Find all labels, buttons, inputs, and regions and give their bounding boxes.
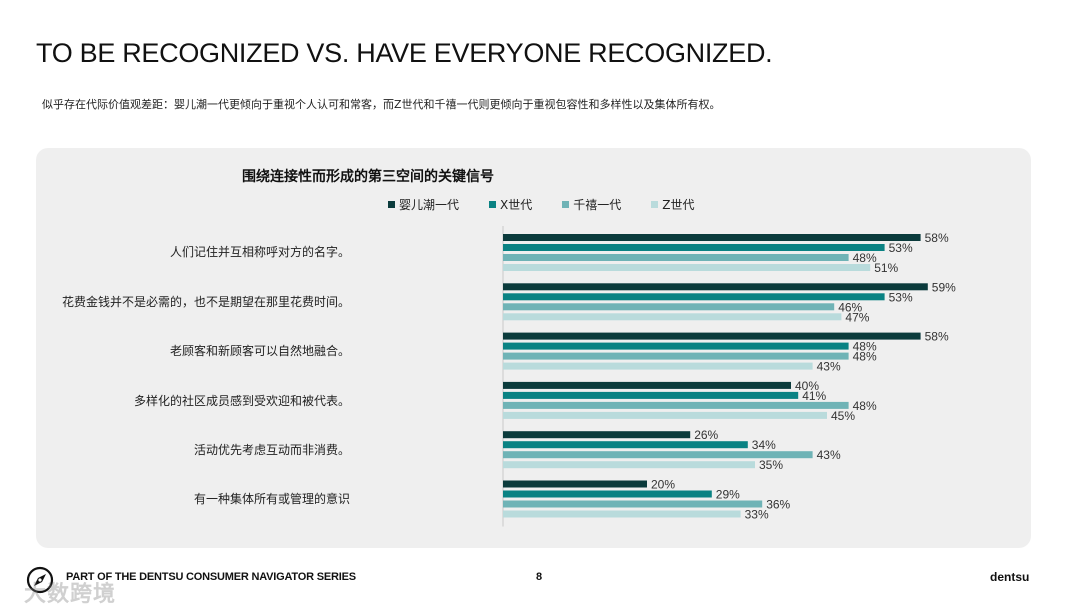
data-label: 33%: [745, 508, 769, 522]
page-title: TO BE RECOGNIZED VS. HAVE EVERYONE RECOG…: [36, 38, 773, 68]
data-label: 34%: [752, 438, 776, 452]
data-label: 41%: [802, 389, 826, 403]
bar: [503, 332, 921, 340]
bar: [503, 401, 849, 409]
bar: [503, 342, 849, 350]
bar: [503, 431, 691, 439]
legend-label: Z世代: [662, 197, 695, 212]
chart-legend: 婴儿潮一代 X世代 千禧一代 Z世代: [388, 196, 695, 212]
bar: [503, 451, 813, 459]
data-label: 48%: [853, 350, 877, 364]
data-label: 43%: [817, 360, 841, 374]
bar: [503, 391, 799, 399]
data-label: 47%: [845, 310, 869, 324]
data-label: 20%: [651, 478, 675, 492]
data-label: 45%: [831, 409, 855, 423]
legend-label: 千禧一代: [573, 197, 622, 212]
page-number: 8: [536, 571, 543, 583]
bar: [503, 441, 748, 449]
legend-label: 婴儿潮一代: [399, 197, 460, 212]
page-subtitle: 似乎存在代际价值观差距：婴儿潮一代更倾向于重视个人认可和常客，而Z世代和千禧一代…: [42, 98, 721, 111]
data-label: 29%: [716, 488, 740, 502]
bar: [503, 381, 791, 389]
data-label: 51%: [874, 261, 898, 275]
bar: [503, 244, 885, 251]
data-label: 35%: [759, 458, 783, 472]
legend-swatch: [562, 200, 570, 208]
legend-item-boomers: 婴儿潮一代: [388, 196, 459, 213]
data-label: 53%: [889, 241, 913, 255]
bar: [503, 313, 842, 321]
bar: [503, 264, 871, 271]
legend-swatch: [651, 200, 659, 208]
bar: [503, 461, 755, 469]
bar: [503, 500, 763, 508]
bar: [503, 303, 835, 311]
category-label: 多样化的社区成员感到受欢迎和被代表。: [133, 394, 350, 408]
category-label: 有一种集体所有或管理的意识: [193, 492, 350, 506]
data-label: 48%: [853, 399, 877, 413]
chart-title: 围绕连接性而形成的第三空间的关键信号: [242, 169, 494, 185]
bar: [503, 510, 741, 518]
data-label: 43%: [817, 448, 841, 462]
data-label: 58%: [925, 330, 949, 344]
data-label: 48%: [853, 340, 877, 354]
legend-item-millennials: 千禧一代: [562, 196, 621, 213]
legend-swatch: [489, 200, 497, 208]
data-label: 59%: [932, 280, 956, 294]
category-label: 老顾客和新顾客可以自然地融合。: [169, 344, 350, 358]
bar: [503, 480, 647, 488]
footer-series-text: PART OF THE DENTSU CONSUMER NAVIGATOR SE…: [66, 571, 356, 583]
bar: [503, 234, 921, 241]
compass-logo-icon: [26, 566, 54, 594]
data-label: 40%: [795, 379, 819, 393]
brand-logo: dentsu: [990, 570, 1030, 584]
data-label: 53%: [889, 290, 913, 304]
data-label: 46%: [838, 300, 862, 314]
bar: [503, 362, 813, 370]
legend-label: X世代: [500, 197, 533, 212]
legend-item-gen-x: X世代: [489, 196, 532, 213]
bar: [503, 352, 849, 360]
legend-swatch: [388, 200, 395, 208]
bar: [503, 283, 928, 291]
bar: [503, 254, 849, 261]
legend-item-gen-z: Z世代: [651, 196, 695, 213]
data-label: 58%: [925, 231, 949, 245]
data-label: 36%: [766, 498, 790, 512]
category-label: 人们记住并互相称呼对方的名字。: [169, 245, 350, 259]
category-label: 活动优先考虑互动而非消费。: [193, 443, 350, 457]
bar: [503, 293, 885, 301]
bar: [503, 490, 712, 498]
watermark: 大数跨境: [24, 582, 117, 607]
data-label: 26%: [694, 428, 718, 442]
bar: [503, 411, 827, 419]
category-label: 花费金钱并不是必需的，也不是期望在那里花费时间。: [61, 295, 350, 309]
data-label: 48%: [853, 251, 877, 265]
